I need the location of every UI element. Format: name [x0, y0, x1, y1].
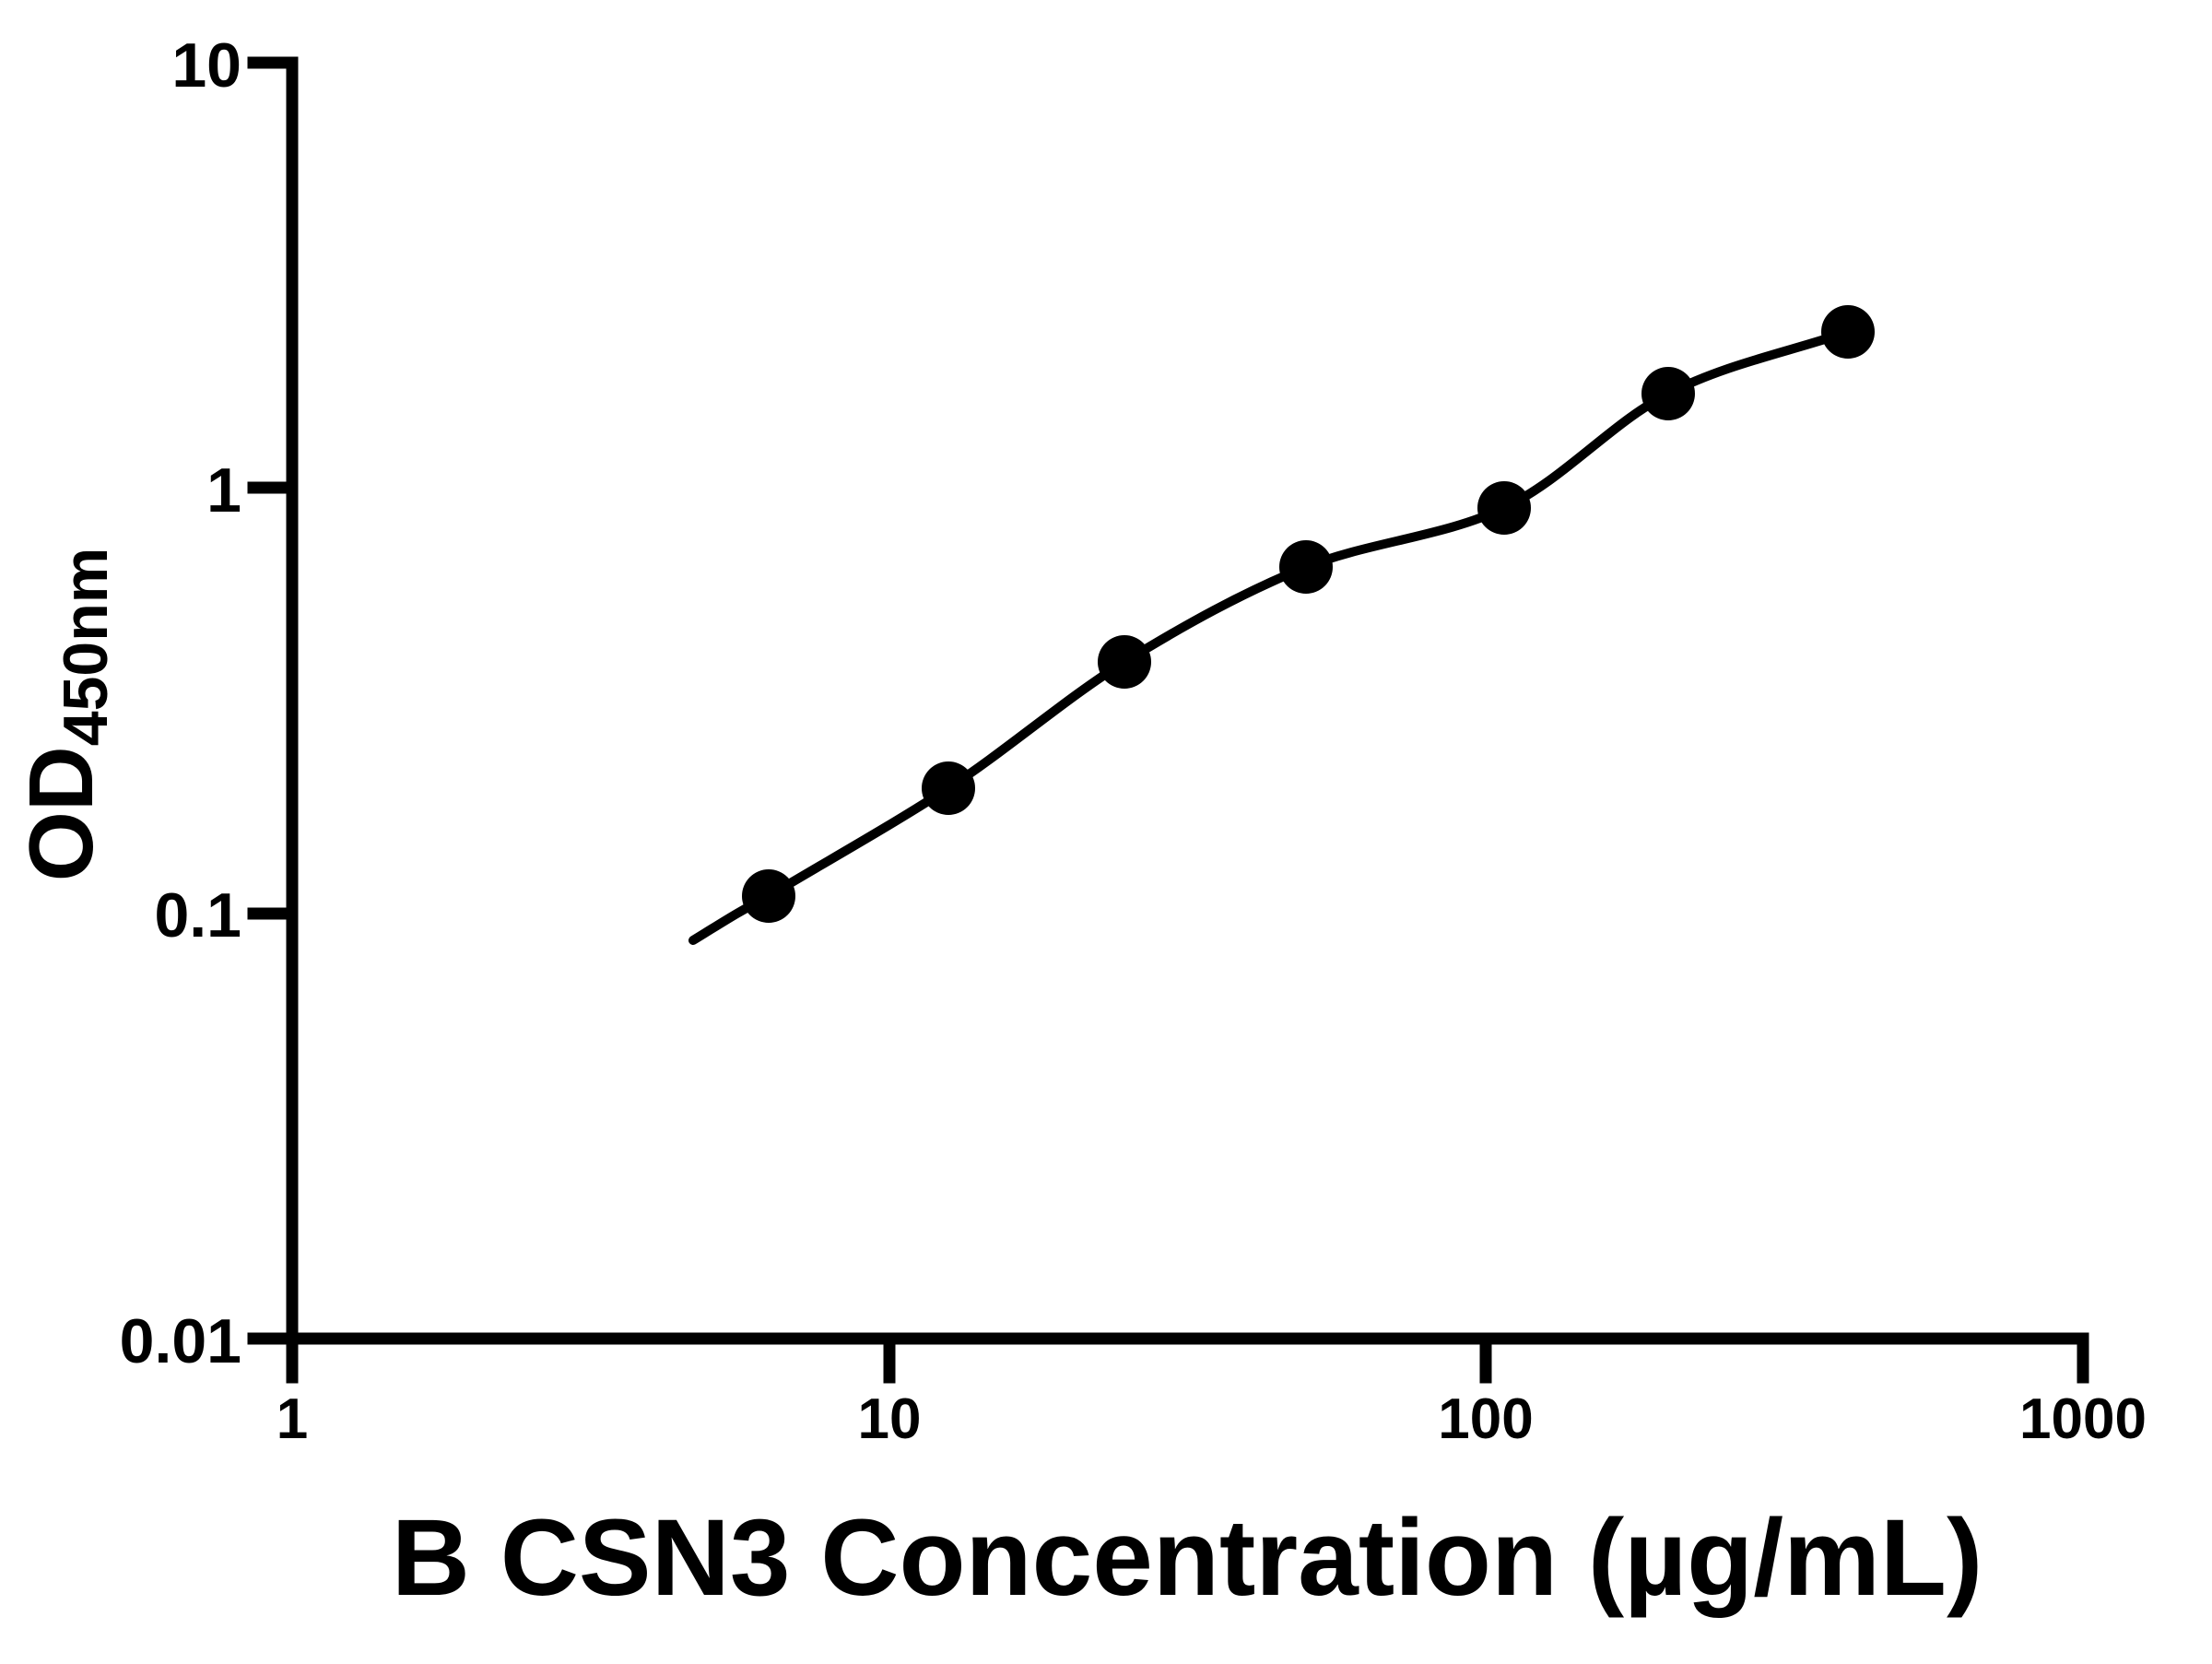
svg-text:1: 1 [206, 455, 241, 525]
svg-text:10: 10 [858, 1387, 922, 1451]
svg-text:0.1: 0.1 [154, 880, 241, 950]
svg-text:1000: 1000 [2019, 1387, 2147, 1451]
svg-text:0.01: 0.01 [120, 1306, 241, 1376]
svg-text:1: 1 [276, 1387, 308, 1451]
svg-text:B CSN3 Concentration (µg/mL): B CSN3 Concentration (µg/mL) [392, 1497, 1983, 1619]
svg-text:100: 100 [1438, 1387, 1533, 1451]
svg-text:10: 10 [171, 30, 241, 100]
